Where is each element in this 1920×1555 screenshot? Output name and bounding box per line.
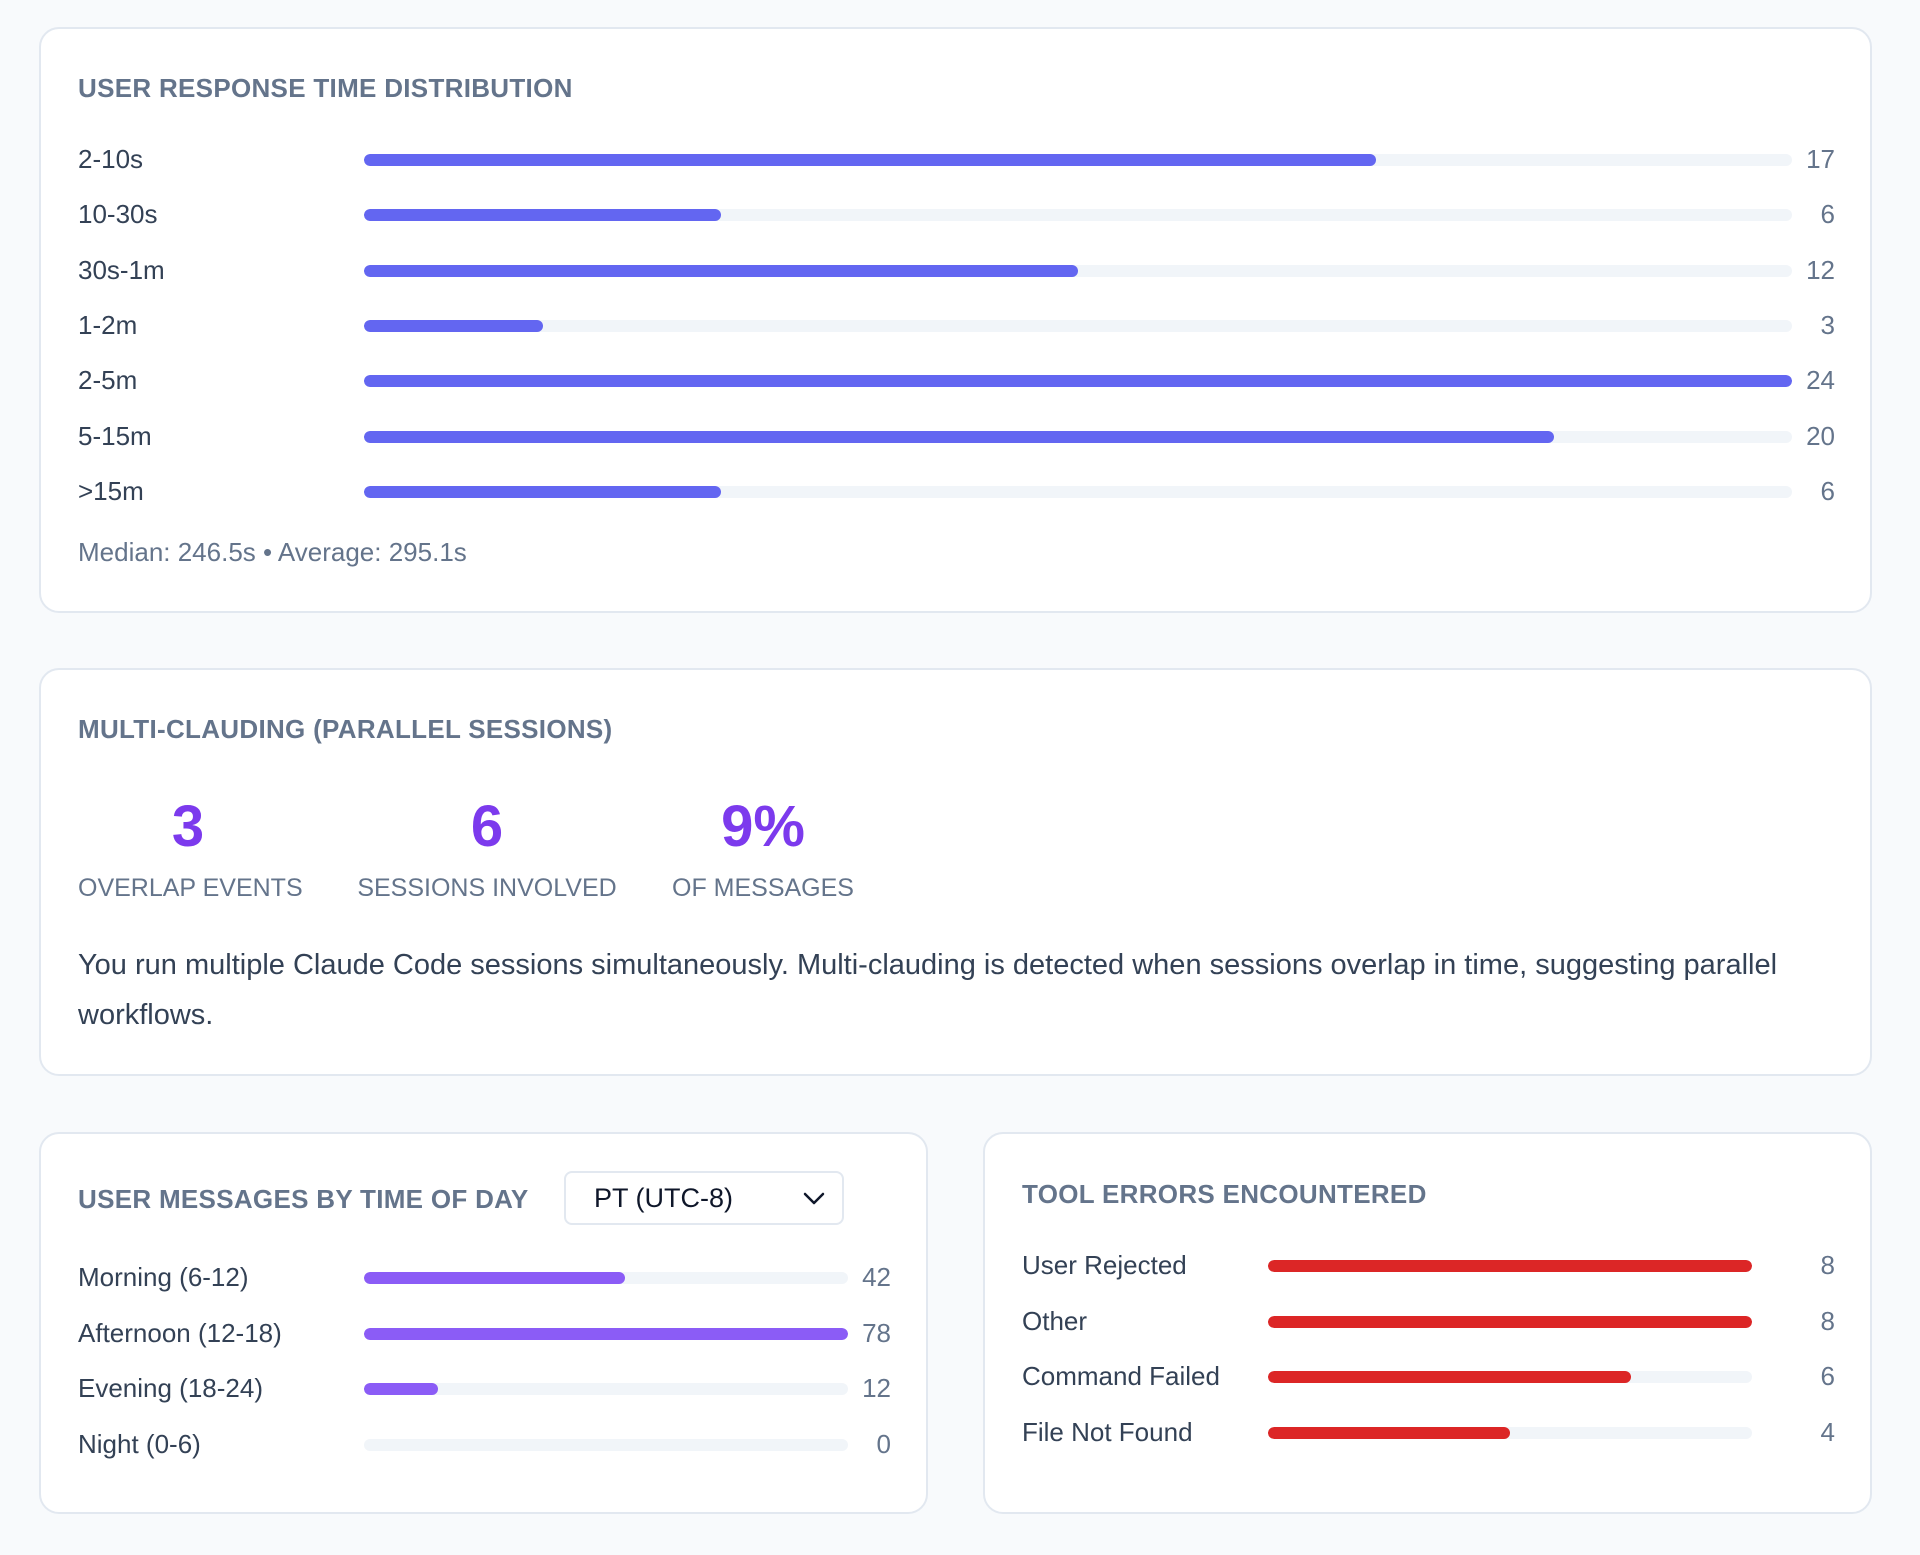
- tool-error-bar: [1268, 1315, 1752, 1328]
- multi-clauding-description: You run multiple Claude Code sessions si…: [78, 949, 1778, 1031]
- time-of-day-label: Evening (18-24): [78, 1373, 263, 1403]
- tool-error-value: 8: [1820, 1305, 1835, 1336]
- chevron-down-icon: [803, 1192, 825, 1205]
- response-time-summary: Median: 246.5s • Average: 295.1s: [78, 537, 467, 567]
- response-time-bar: [364, 485, 721, 498]
- time-of-day-track: [364, 1383, 848, 1395]
- response-time-row-2-5m: 2-5m 24: [78, 360, 1835, 400]
- response-time-bar: [364, 319, 543, 332]
- time-of-day-bar: [364, 1383, 439, 1395]
- time-of-day-row-evening-18-24: Evening (18-24) 12: [78, 1368, 891, 1408]
- tool-error-label: File Not Found: [1022, 1416, 1193, 1447]
- response-time-bar: [364, 209, 721, 222]
- stat-of-messages-value: 9%: [721, 794, 805, 859]
- time-of-day-track: [364, 1327, 848, 1340]
- response-time-row-15m: >15m 6: [78, 471, 1835, 511]
- time-of-day-label: Night (0-6): [78, 1428, 201, 1459]
- response-time-label: 1-2m: [78, 309, 138, 340]
- response-time-value: 6: [1820, 199, 1835, 230]
- response-time-label: 2-5m: [78, 365, 138, 396]
- time-of-day-row-afternoon-12-18: Afternoon (12-18) 78: [78, 1313, 891, 1353]
- time-of-day-value: 42: [862, 1262, 891, 1292]
- response-time-label: 5-15m: [78, 420, 152, 451]
- multi-clauding-title: MULTI-CLAUDING (PARALLEL SESSIONS): [78, 714, 613, 744]
- time-of-day-track: [364, 1438, 848, 1451]
- tool-error-row-other: Other 8: [1022, 1301, 1835, 1341]
- response-time-bar: [364, 154, 1376, 166]
- response-time-value: 24: [1806, 365, 1835, 396]
- response-time-track: [364, 319, 1792, 332]
- response-time-label: 10-30s: [78, 199, 158, 230]
- tool-errors-card: TOOL ERRORS ENCOUNTERED User Rejected 8 Ot…: [983, 1132, 1872, 1514]
- timezone-select[interactable]: PT (UTC-8): [564, 1171, 844, 1225]
- tool-error-label: Command Failed: [1022, 1361, 1220, 1391]
- stat-sessions-involved-label: SESSIONS INVOLVED: [357, 874, 617, 902]
- response-time-track: [364, 264, 1792, 277]
- response-time-label: 30s-1m: [78, 254, 165, 285]
- tool-error-row-file-not-found: File Not Found 4: [1022, 1412, 1835, 1452]
- stat-overlap-events: 3 OVERLAP EVENTS: [78, 792, 303, 903]
- response-time-track: [364, 154, 1792, 166]
- response-time-track: [364, 430, 1792, 443]
- response-time-label: >15m: [78, 475, 144, 506]
- response-time-row-2-10s: 2-10s 17: [78, 139, 1835, 179]
- response-time-track: [364, 375, 1792, 388]
- stat-overlap-events-label: OVERLAP EVENTS: [78, 874, 303, 902]
- response-time-value: 12: [1806, 254, 1835, 285]
- time-of-day-value: 0: [876, 1428, 891, 1459]
- response-time-bar: [364, 264, 1078, 277]
- response-time-title: USER RESPONSE TIME DISTRIBUTION: [78, 73, 573, 103]
- tool-error-track: [1268, 1315, 1752, 1328]
- tool-errors-title: TOOL ERRORS ENCOUNTERED: [1022, 1179, 1427, 1209]
- tool-error-row-command-failed: Command Failed 6: [1022, 1356, 1835, 1396]
- response-time-bar: [364, 375, 1792, 388]
- time-of-day-label: Afternoon (12-18): [78, 1317, 282, 1348]
- stat-of-messages: 9% OF MESSAGES: [663, 792, 863, 903]
- time-of-day-bar: [364, 1327, 848, 1340]
- stat-of-messages-label: OF MESSAGES: [672, 874, 854, 902]
- response-time-card: USER RESPONSE TIME DISTRIBUTION 2-10s 17 1…: [39, 27, 1872, 613]
- tool-error-track: [1268, 1260, 1752, 1272]
- tool-error-label: Other: [1022, 1305, 1088, 1336]
- response-time-row-5-15m: 5-15m 20: [78, 416, 1835, 456]
- response-time-value: 20: [1806, 420, 1835, 451]
- time-of-day-title: USER MESSAGES BY TIME OF DAY: [78, 1184, 529, 1214]
- response-time-track: [364, 485, 1792, 498]
- tool-error-value: 8: [1820, 1250, 1835, 1280]
- time-of-day-label: Morning (6-12): [78, 1262, 249, 1292]
- tool-error-bar: [1268, 1260, 1752, 1272]
- stat-sessions-involved-value: 6: [470, 794, 504, 859]
- tool-error-bar: [1268, 1371, 1631, 1383]
- response-time-value: 3: [1820, 309, 1835, 340]
- time-of-day-bar: [364, 1272, 625, 1284]
- stat-sessions-involved: 6 SESSIONS INVOLVED: [352, 792, 622, 903]
- tool-error-value: 4: [1820, 1416, 1835, 1447]
- multi-clauding-card: MULTI-CLAUDING (PARALLEL SESSIONS) 3 OVE…: [39, 668, 1872, 1076]
- response-time-value: 17: [1806, 144, 1835, 174]
- response-time-bar: [364, 430, 1554, 443]
- time-of-day-track: [364, 1272, 848, 1284]
- time-of-day-row-morning-6-12: Morning (6-12) 42: [78, 1257, 891, 1297]
- response-time-row-1-2m: 1-2m 3: [78, 305, 1835, 345]
- response-time-label: 2-10s: [78, 144, 144, 174]
- tool-error-track: [1268, 1426, 1752, 1439]
- time-of-day-value: 78: [862, 1317, 891, 1348]
- response-time-row-30s-1m: 30s-1m 12: [78, 250, 1835, 290]
- response-time-value: 6: [1820, 475, 1835, 506]
- tool-error-track: [1268, 1371, 1752, 1383]
- timezone-select-value: PT (UTC-8): [594, 1183, 733, 1213]
- tool-error-bar: [1268, 1426, 1510, 1439]
- tool-error-label: User Rejected: [1022, 1250, 1187, 1280]
- response-time-row-10-30s: 10-30s 6: [78, 194, 1835, 234]
- stat-overlap-events-value: 3: [171, 794, 205, 859]
- time-of-day-card: USER MESSAGES BY TIME OF DAY PT (UTC-8) …: [39, 1132, 928, 1514]
- tool-error-row-user-rejected: User Rejected 8: [1022, 1245, 1835, 1285]
- tool-error-value: 6: [1820, 1361, 1835, 1391]
- time-of-day-value: 12: [862, 1373, 891, 1403]
- time-of-day-row-night-0-6: Night (0-6) 0: [78, 1424, 891, 1464]
- response-time-track: [364, 209, 1792, 222]
